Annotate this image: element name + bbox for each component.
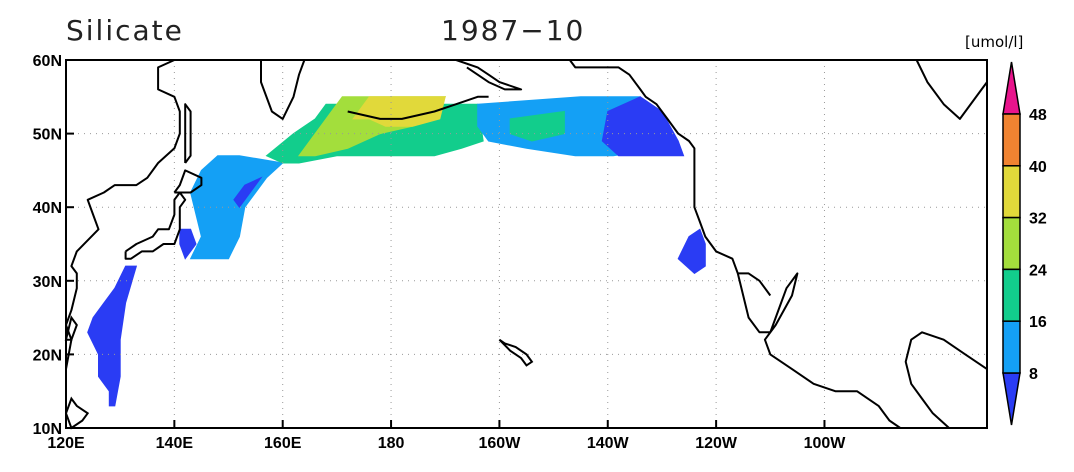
coastline-asia-mainland — [65, 59, 181, 399]
colorbar-level-label: 24 — [1029, 262, 1047, 279]
map-border — [65, 59, 988, 429]
colorbar-segment — [1002, 268, 1021, 322]
x-tick-label: 120W — [695, 435, 738, 452]
plot-area — [64, 59, 988, 430]
coastline-north-america — [568, 59, 901, 429]
colorbar-level-label: 40 — [1029, 159, 1047, 176]
coastline-aleutians — [347, 95, 489, 120]
y-tick-label: 60N — [33, 53, 62, 70]
x-tick-label: 100W — [804, 435, 847, 452]
field-honshu-south — [179, 228, 197, 260]
colorbar-level-label: 16 — [1029, 314, 1047, 331]
colorbar-units: [umol/l] — [965, 33, 1023, 51]
field-kuroshio-east — [87, 265, 138, 407]
coastline-japan-hokkaido — [173, 169, 203, 194]
colorbar-extend-top — [1002, 61, 1021, 115]
latitude-axis: 10N 20N 30N 40N 50N 60N — [33, 53, 74, 438]
y-tick-label: 20N — [33, 347, 62, 364]
colorbar-level-label: 48 — [1029, 107, 1047, 124]
longitude-axis: 120E 140E 160E 180 160W 140W 120W 100W — [47, 420, 846, 452]
field-gulf-green — [509, 110, 565, 142]
coastline-baja-gulf — [737, 272, 772, 297]
y-tick-label: 40N — [33, 200, 62, 217]
colorbar-extend-bottom — [1002, 372, 1021, 426]
grid-lines — [66, 60, 987, 428]
x-tick-label: 160E — [264, 435, 302, 452]
colorbar: 8 16 24 32 40 48 — [1002, 61, 1047, 426]
x-tick-label: 180 — [378, 435, 405, 452]
map-date-title: 1987−10 — [441, 14, 585, 47]
x-tick-label: 160W — [479, 435, 522, 452]
field-japan-east-inner — [233, 176, 263, 209]
coastline-sakhalin — [184, 103, 192, 164]
map-variable-title: Silicate — [66, 14, 184, 47]
island-taiwan — [64, 315, 78, 341]
y-tick-label: 10N — [33, 421, 62, 438]
field-baja-offshore — [677, 228, 706, 275]
coastline-alaska-west — [455, 59, 523, 91]
colorbar-segment — [1002, 113, 1021, 167]
colorbar-level-label: 8 — [1029, 366, 1038, 383]
x-tick-label: 120E — [47, 435, 85, 452]
coastline-kamchatka — [260, 59, 306, 120]
x-tick-label: 140W — [587, 435, 630, 452]
y-tick-label: 50N — [33, 127, 62, 144]
y-tick-label: 30N — [33, 274, 62, 291]
colorbar-segment — [1002, 165, 1021, 219]
colorbar-segment — [1002, 320, 1021, 374]
field-gulf-east — [601, 96, 685, 157]
coastline-japan-honshu — [124, 191, 187, 260]
x-tick-label: 140E — [156, 435, 194, 452]
silicate-fields — [87, 96, 706, 407]
colorbar-level-label: 32 — [1029, 211, 1047, 228]
coastlines — [64, 59, 988, 430]
field-japan-east — [189, 155, 284, 260]
colorbar-segment — [1002, 216, 1021, 271]
island-hawaii — [498, 338, 534, 367]
coastline-hudson-coast — [915, 59, 988, 120]
coastline-caribbean-coast — [904, 331, 988, 429]
